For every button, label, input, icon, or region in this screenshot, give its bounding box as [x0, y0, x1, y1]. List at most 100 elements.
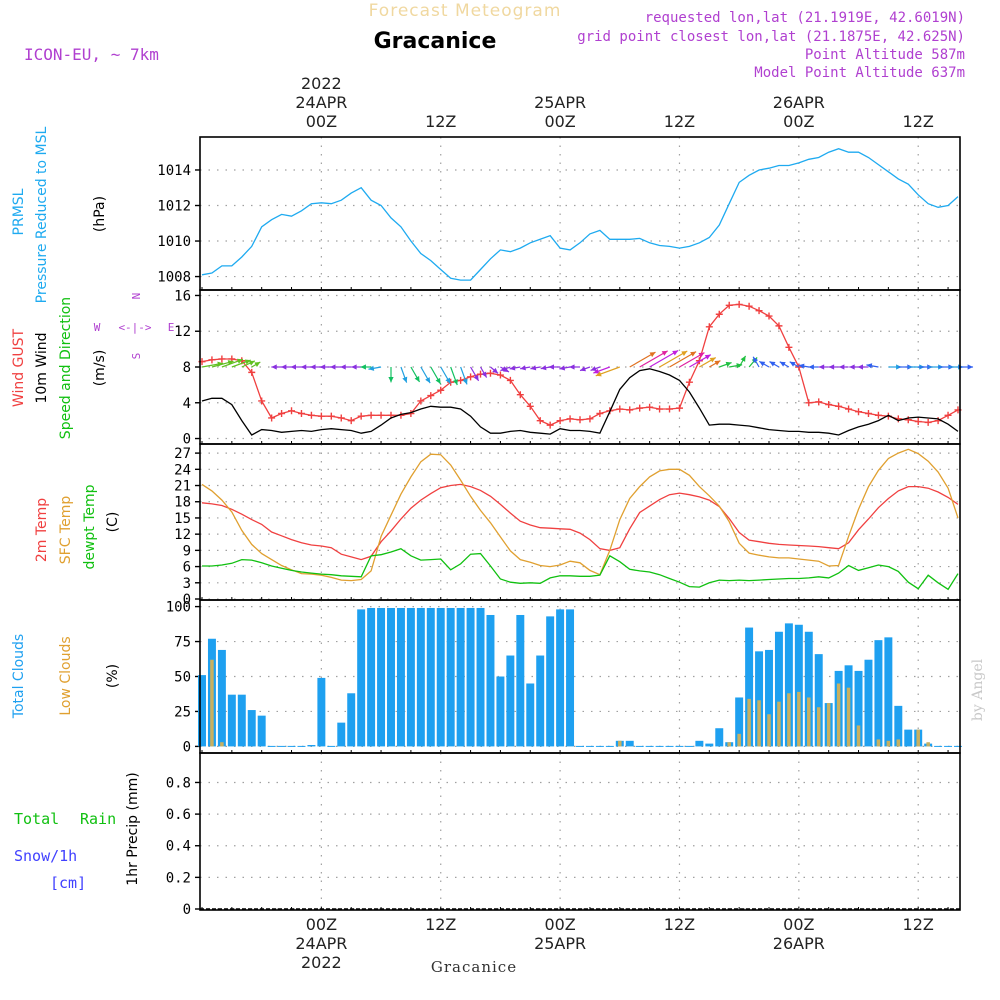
wind-ytick-label: 16 — [174, 288, 191, 304]
total-cloud-bar — [466, 607, 475, 747]
wind-arrow-head — [254, 362, 261, 368]
total-cloud-bar — [198, 675, 206, 747]
gust-marker — [258, 397, 266, 405]
total-cloud-bar — [715, 728, 724, 747]
low-cloud-bar — [220, 742, 224, 747]
compass-w: W — [94, 321, 101, 334]
gust-marker — [835, 402, 843, 410]
gust-marker — [496, 371, 504, 379]
wind-labels: Wind GUST 10m Wind Speed and Direction (… — [11, 293, 174, 440]
gust-marker — [914, 418, 922, 426]
top-time-label: 24APR — [295, 93, 347, 112]
pressure-frame — [199, 136, 961, 291]
cloud-ytick-label: 25 — [174, 704, 191, 720]
gust-label: Wind GUST — [11, 328, 27, 407]
gust-marker — [646, 403, 654, 411]
wind-arrow-head — [300, 364, 307, 370]
top-time-label: 12Z — [903, 112, 934, 131]
low-cloud-bar — [777, 701, 781, 747]
precip-ytick-label: 0.6 — [166, 807, 191, 823]
bottom-time-label: 12Z — [664, 915, 695, 934]
low-cloud-bar — [846, 687, 851, 747]
gust-marker — [924, 418, 932, 426]
compass-mid: <-|-> — [118, 321, 151, 334]
wind-ytick-label: 12 — [174, 324, 191, 340]
gust-marker — [417, 397, 425, 405]
total-cloud-bar — [536, 655, 545, 747]
wind-arrow-head — [704, 354, 711, 360]
gust-marker — [327, 412, 335, 420]
cloud-unit: (%) — [105, 664, 121, 688]
low-cloud-bar — [727, 742, 731, 747]
gust-marker — [815, 398, 823, 406]
wind-arrow-head — [540, 365, 547, 371]
gust-marker — [626, 406, 634, 414]
wind-arrow-head — [462, 378, 468, 385]
wind-arrow-shaft — [649, 350, 679, 368]
low-cloud-bar — [618, 740, 622, 747]
wind-arrow-head — [280, 364, 287, 370]
wind-arrow-head — [244, 359, 251, 365]
low-cloud-bar — [816, 707, 821, 747]
precip-unit: 1hr Precip (mm) — [125, 772, 141, 885]
gust-marker — [586, 415, 594, 423]
top-time-label: 00Z — [544, 112, 575, 131]
precip-ytick-label: 0.8 — [166, 775, 191, 791]
low-cloud-bar — [836, 683, 841, 747]
wind-arrow-head — [590, 366, 597, 371]
total-cloud-bar — [894, 705, 903, 747]
total-cloud-bar — [745, 627, 754, 747]
gust-marker — [666, 405, 674, 413]
wind-arrow-head — [236, 358, 243, 364]
wind-arrow-head — [425, 377, 431, 384]
total-cloud-bar — [695, 740, 704, 747]
low-cloud-bar — [876, 739, 881, 747]
wind-arrow-head — [473, 374, 479, 381]
wind-arrow-head — [271, 364, 277, 370]
total-cloud-bar — [625, 740, 634, 747]
total-cloud-bar — [227, 694, 236, 747]
gust-marker — [845, 405, 853, 413]
gust-marker — [825, 401, 833, 409]
gust-marker — [526, 402, 534, 410]
cloud-ytick-label: 50 — [174, 670, 191, 686]
total-cloud-bar — [854, 670, 863, 747]
wind-arrow-head — [319, 364, 326, 370]
wind-arrow-head — [798, 363, 805, 369]
total-cloud-bar — [387, 607, 395, 747]
wind-arrow-head — [500, 366, 507, 372]
wind-arrow-head — [681, 351, 688, 356]
low-cloud-bar — [896, 739, 901, 747]
low-cloud-bar — [210, 659, 214, 747]
bottom-time-label: 00Z — [783, 915, 814, 934]
gust-marker — [566, 415, 574, 423]
temp-ytick-label: 24 — [174, 462, 191, 478]
total-cloud-bar — [436, 607, 445, 747]
gust-marker — [596, 409, 604, 417]
gust-marker — [874, 411, 882, 419]
wind-arrow-head — [330, 364, 336, 370]
prmsl-label: PRMSL — [11, 188, 27, 235]
gust-marker — [556, 417, 564, 425]
point-altitude: Point Altitude 587m — [805, 47, 965, 63]
total-cloud-bar — [357, 609, 366, 747]
wind-arrow-head — [360, 364, 366, 370]
gust-marker — [377, 411, 385, 419]
gust-marker — [218, 355, 226, 363]
wind-arrow-head — [351, 364, 357, 370]
gust-marker — [735, 300, 743, 308]
pressure-panel: 1008 1010 1012 1014 — [157, 136, 961, 291]
gust-marker — [705, 323, 713, 331]
pressure-ytick-label: 1014 — [157, 163, 191, 179]
low-cloud-bar — [856, 725, 861, 747]
wind-ytick-label: 8 — [183, 360, 191, 376]
cloud-ytick-label: 0 — [183, 739, 191, 755]
gust-marker — [307, 411, 315, 419]
cloud-ytick-label: 100 — [166, 600, 191, 616]
total-cloud-bar — [476, 607, 485, 747]
compass-s: S — [130, 353, 143, 360]
gust-marker — [944, 411, 952, 419]
bottom-time-label: 25APR — [534, 934, 586, 953]
low-cloud-bar — [747, 698, 751, 747]
total-cloud-bar — [774, 631, 783, 747]
